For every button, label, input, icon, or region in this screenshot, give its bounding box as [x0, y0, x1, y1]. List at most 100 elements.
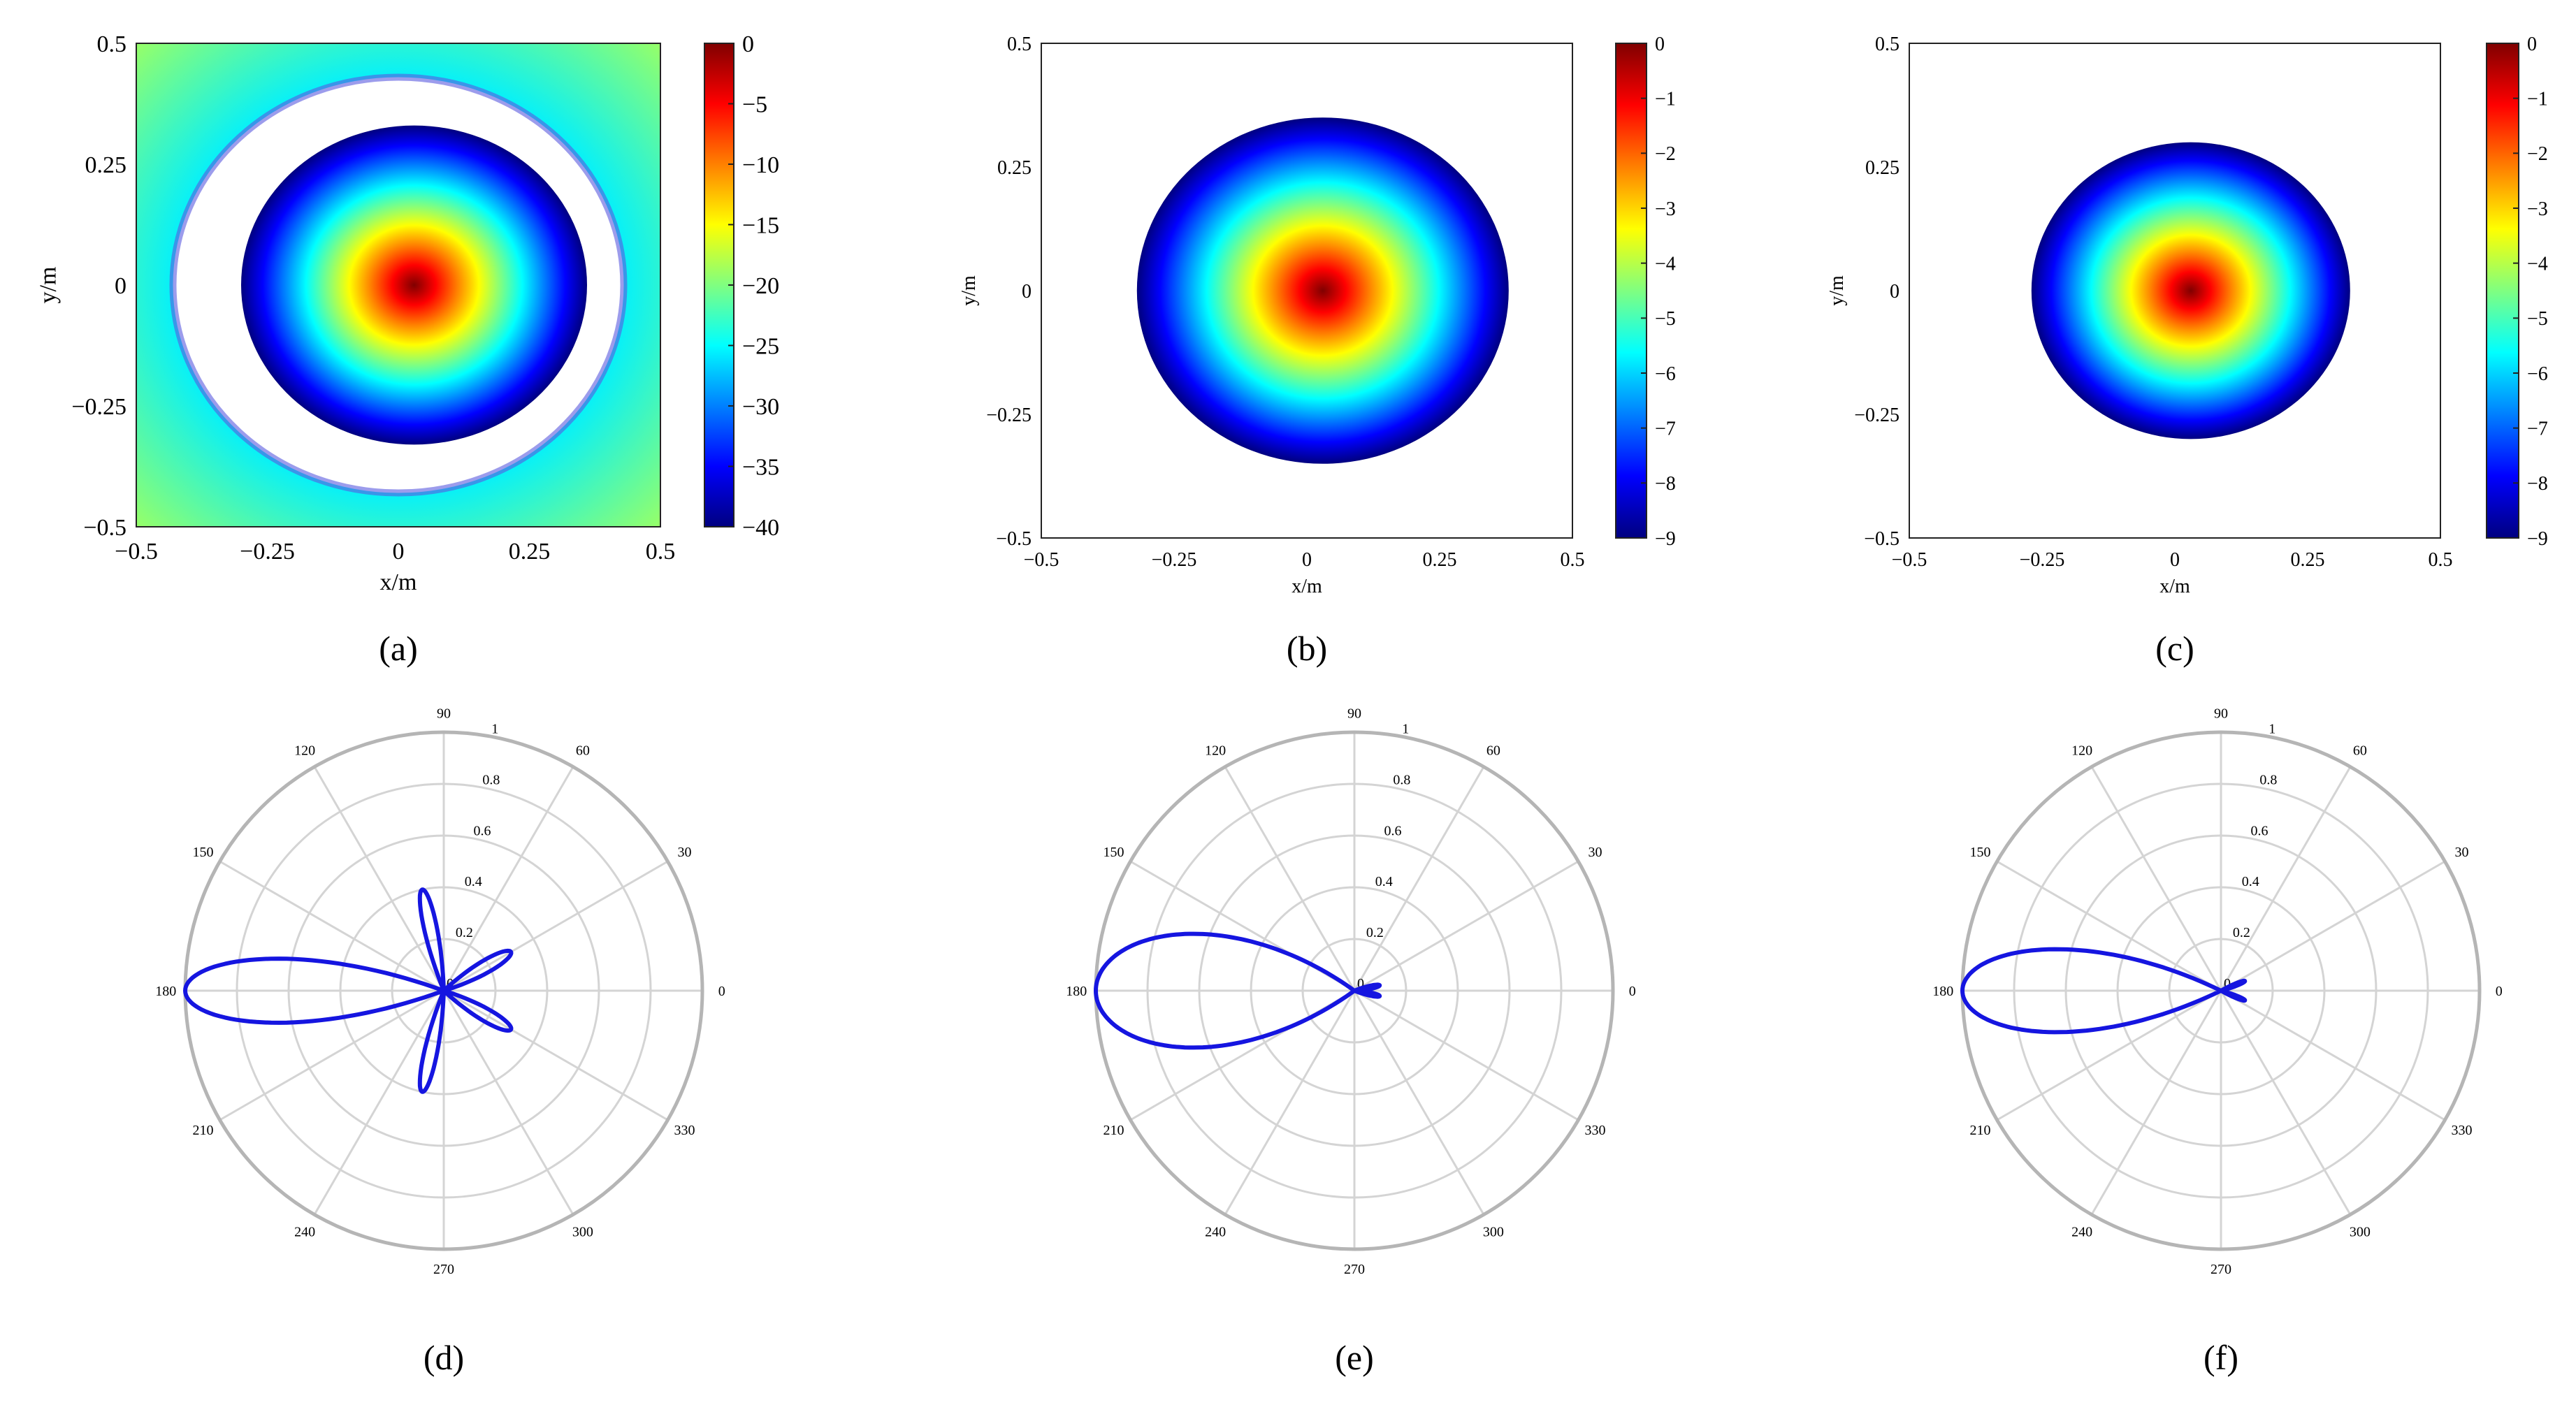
caption-c: (c) — [2155, 629, 2194, 668]
angle-gridline-f — [2090, 990, 2222, 1216]
x-tick-label-c: 0.5 — [2429, 549, 2453, 571]
angle-gridline-f — [2220, 989, 2446, 1121]
y-tick-label-b: −0.25 — [986, 405, 1032, 426]
angle-tick-label-e: 90 — [1347, 706, 1361, 721]
colorbar-tick-label-c: −4 — [2527, 253, 2548, 275]
angle-gridline-d — [219, 860, 444, 992]
x-tick-label-b: −0.5 — [1024, 549, 1059, 571]
main-beam-b — [1136, 117, 1509, 464]
colorbar-tick-label-a: −15 — [742, 212, 779, 238]
angle-tick-label-f: 300 — [2350, 1224, 2371, 1239]
heatmap-panel-b: −0.5 −0.25 0 0.25 0.5 −0.5 −0.25 0 0.25 0.5 x/m y/m… — [958, 34, 1676, 668]
y-tick-label-b: −0.5 — [996, 528, 1032, 550]
y-tick-label-b: 0 — [1022, 281, 1032, 303]
angle-tick-label-e: 180 — [1066, 984, 1087, 999]
angle-tick-label-e: 240 — [1205, 1224, 1226, 1239]
y-tick-label-c: −0.25 — [1854, 405, 1900, 426]
radius-tick-label-d: 0.4 — [465, 874, 482, 889]
radius-tick-label-f: 0 — [2224, 976, 2231, 991]
axes-frame-c — [1909, 43, 2441, 539]
y-tick-label-a: 0 — [115, 273, 126, 299]
axes-frame-a — [136, 43, 661, 527]
angle-tick-label-d: 90 — [437, 706, 451, 721]
pattern-curve-e — [1094, 931, 1382, 1050]
caption-e: (e) — [1335, 1338, 1374, 1377]
radius-tick-label-f: 0.4 — [2242, 874, 2259, 889]
angle-tick-label-d: 60 — [576, 743, 590, 759]
colorbar-tick-label-b: 0 — [1655, 34, 1665, 55]
colorbar-tick-label-b: −5 — [1655, 308, 1676, 330]
radius-tick-label-f: 0.6 — [2251, 823, 2269, 838]
colorbar-tick-label-b: −9 — [1655, 528, 1676, 550]
angle-tick-label-e: 0 — [1629, 984, 1636, 999]
angle-gridline-d — [442, 990, 574, 1216]
angle-gridline-e — [1353, 766, 1485, 991]
colorbar-tick-label-a: −40 — [742, 515, 779, 541]
axes-frame-b — [1041, 43, 1573, 539]
angle-tick-label-d: 150 — [193, 845, 214, 860]
x-tick-label-b: 0.25 — [1423, 549, 1457, 571]
angle-gridline-e — [1224, 766, 1356, 991]
x-tick-label-a: −0.5 — [115, 539, 158, 565]
colorbar-tick-label-b: −4 — [1655, 253, 1676, 275]
angle-tick-label-f: 60 — [2353, 743, 2367, 759]
polar-panel-d: 00.20.40.60.8103060901201501802102402703… — [155, 706, 725, 1377]
x-axis-label-a: x/m — [380, 569, 417, 595]
radius-gridline-f — [2168, 938, 2274, 1044]
colorbar-tick-label-c: −5 — [2527, 308, 2548, 330]
radius-gridline-e — [1250, 886, 1459, 1095]
caption-b: (b) — [1287, 629, 1327, 668]
angle-tick-label-d: 240 — [294, 1224, 315, 1239]
angle-tick-label-f: 120 — [2071, 743, 2092, 759]
colorbar-tick-label-a: −25 — [742, 333, 779, 359]
x-tick-label-a: −0.25 — [240, 539, 295, 565]
angle-tick-label-f: 270 — [2210, 1262, 2231, 1277]
polar-panel-e: 0 0.2 0.4 0.6 0.8 1 0 30 60 90 120 150 180 210 240 270 3… — [1066, 706, 1636, 1377]
angle-tick-label-e: 270 — [1344, 1262, 1365, 1277]
radius-tick-label-f: 0.8 — [2259, 772, 2277, 787]
colorbar-tick-label-a: −10 — [742, 152, 779, 178]
angle-gridline-f — [1996, 989, 2222, 1121]
radius-gridline-f — [2064, 834, 2378, 1147]
radius-tick-label-e: 1 — [1402, 722, 1409, 737]
angle-gridline-d — [313, 990, 445, 1216]
radius-gridline-d — [391, 938, 497, 1044]
angle-tick-label-e: 60 — [1486, 743, 1500, 759]
angle-gridline-f — [2220, 990, 2352, 1216]
radius-tick-label-f: 0.2 — [2233, 925, 2250, 940]
x-axis-label-b: x/m — [1291, 576, 1322, 597]
angle-gridline-f — [2090, 766, 2222, 991]
x-tick-label-b: 0.5 — [1561, 549, 1585, 571]
radius-tick-label-e: 0 — [1357, 976, 1364, 991]
heatmap-panel-a: −0.5 −0.25 0 0.25 0.5 −0.5 −0.25 0 0.25 0.5 x/m y/m… — [35, 31, 779, 668]
angle-tick-label-d: 30 — [677, 845, 691, 860]
colorbar-tick-label-a: −35 — [742, 454, 779, 480]
angle-tick-label-f: 90 — [2214, 706, 2228, 721]
y-tick-label-c: 0.25 — [1865, 157, 1900, 179]
radius-tick-label-f: 1 — [2269, 722, 2275, 737]
radius-gridline-d — [236, 782, 652, 1199]
main-beam-c — [2031, 142, 2350, 439]
angle-gridline-e — [1353, 990, 1485, 1216]
radius-tick-label-d: 1 — [491, 722, 498, 737]
colorbar-tick-label-a: −5 — [742, 92, 767, 117]
angle-tick-label-d: 210 — [193, 1123, 214, 1138]
colorbar-tick-label-a: −20 — [742, 273, 779, 299]
y-tick-label-a: 0.5 — [97, 31, 127, 57]
y-tick-label-b: 0.25 — [997, 157, 1032, 179]
heatmap-panel-c: −0.5 −0.25 0 0.25 0.5 −0.5 −0.25 0 0.25 0.5 x/m y/m… — [1826, 34, 2548, 668]
colorbar-tick-label-c: −7 — [2527, 418, 2548, 439]
angle-gridline-d — [443, 989, 669, 1121]
x-tick-label-c: −0.25 — [2020, 549, 2065, 571]
colorbar-tick-label-b: −3 — [1655, 198, 1676, 220]
radius-gridline-f — [2013, 782, 2429, 1199]
colorbar-tick-label-c: −6 — [2527, 363, 2548, 385]
colorbar-tick-label-b: −2 — [1655, 143, 1676, 165]
radius-tick-label-e: 0.2 — [1366, 925, 1384, 940]
angle-tick-label-d: 120 — [294, 743, 315, 759]
colorbar-b — [1615, 43, 1647, 539]
colorbar-tick-label-c: 0 — [2527, 34, 2537, 55]
y-tick-label-c: 0.5 — [1875, 34, 1900, 55]
angle-tick-label-e: 210 — [1104, 1123, 1124, 1138]
